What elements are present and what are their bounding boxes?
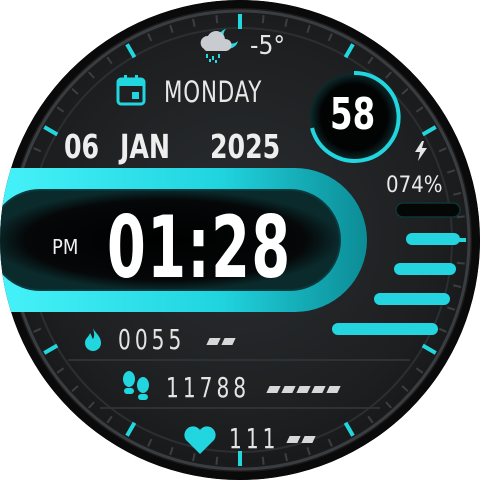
bezel-major-tick: [125, 421, 137, 437]
bezel-minor-tick: [261, 15, 265, 24]
bezel-minor-tick: [284, 453, 288, 462]
steps-dashes: [266, 386, 341, 393]
bezel-minor-tick: [147, 438, 153, 447]
bezel-minor-tick: [106, 415, 113, 424]
bezel-minor-tick: [401, 88, 409, 95]
bezel-minor-tick: [327, 438, 333, 447]
bezel-minor-tick: [88, 71, 95, 79]
bezel-minor-tick: [56, 106, 65, 113]
time-window: [0, 189, 341, 291]
date-month: JAN: [120, 127, 171, 166]
steps-value: 11788: [166, 371, 251, 404]
bezel-minor-tick: [192, 18, 196, 27]
bezel-minor-tick: [453, 284, 462, 288]
calories-value: 0055: [118, 323, 186, 356]
bezel-minor-tick: [88, 401, 95, 409]
bezel-minor-tick: [261, 456, 265, 465]
bezel-minor-tick: [169, 447, 174, 456]
bezel-major-tick: [343, 421, 355, 437]
bezel-minor-tick: [215, 456, 219, 465]
bezel-major-tick: [43, 125, 59, 137]
bezel-minor-tick: [385, 71, 392, 79]
bezel-minor-tick: [284, 18, 288, 27]
heart-icon: [184, 426, 216, 454]
bezel-minor-tick: [147, 33, 153, 42]
bezel-minor-tick: [71, 385, 79, 392]
bezel-minor-tick: [169, 24, 174, 33]
bezel-major-tick: [125, 43, 137, 59]
bezel-minor-tick: [71, 88, 79, 95]
date-year: 2025: [210, 127, 281, 166]
lightning-bolt-icon: [415, 141, 427, 161]
calendar-icon: [116, 75, 146, 106]
seconds-value: 58: [330, 89, 376, 140]
bezel-minor-tick: [415, 367, 424, 374]
footprints-icon: [123, 371, 149, 400]
bezel-minor-tick: [56, 367, 65, 374]
cloud-moon-rain-icon: [200, 29, 238, 63]
bezel-minor-tick: [447, 306, 456, 311]
bezel-minor-tick: [33, 147, 42, 153]
bezel-minor-tick: [456, 215, 465, 219]
bezel-major-tick: [343, 43, 355, 59]
bezel-major-tick: [43, 343, 59, 355]
bezel-minor-tick: [367, 56, 374, 65]
battery-percent: 074%: [386, 173, 443, 198]
bezel-minor-tick: [415, 106, 424, 113]
bezel-minor-tick: [306, 447, 311, 456]
bezel-minor-tick: [192, 453, 196, 462]
bezel-minor-tick: [215, 15, 219, 24]
seconds-dial: [310, 73, 398, 161]
bezel-minor-tick: [33, 327, 42, 333]
battery-level-bars: [332, 233, 460, 335]
bezel-major-tick: [421, 125, 437, 137]
bezel-minor-tick: [447, 169, 456, 174]
bezel-minor-tick: [456, 261, 465, 265]
battery-gauge: [395, 202, 461, 218]
flame-icon: [85, 328, 101, 351]
bezel-minor-tick: [106, 56, 113, 65]
bezel-major-tick: [421, 343, 437, 355]
bezel-minor-tick: [327, 33, 333, 42]
heart-rate-value: 111: [229, 422, 280, 455]
heart-rate-dashes: [286, 436, 316, 443]
bezel-minor-tick: [306, 24, 311, 33]
bezel-minor-tick: [367, 415, 374, 424]
date-day: 06: [64, 127, 100, 166]
bezel-ticks: [14, 14, 466, 466]
calories-dashes: [206, 338, 236, 345]
bezel-minor-tick: [438, 147, 447, 153]
bezel-minor-tick: [438, 327, 447, 333]
weekday-label: MONDAY: [164, 75, 263, 109]
seconds-dial-ring: [310, 70, 401, 163]
bezel-minor-tick: [385, 401, 392, 409]
time-display: 01:28: [107, 198, 292, 298]
bezel-minor-tick: [453, 192, 462, 196]
bezel-minor-tick: [401, 385, 409, 392]
temperature-value: -5°: [250, 31, 286, 61]
ampm-label: PM: [52, 235, 79, 259]
